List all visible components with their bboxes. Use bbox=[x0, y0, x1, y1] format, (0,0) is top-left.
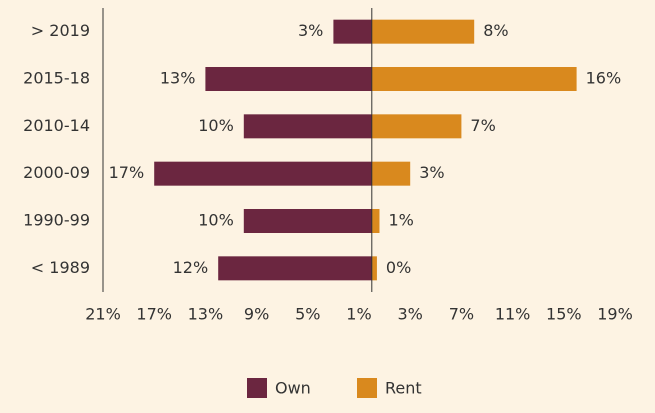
value-label: 17% bbox=[109, 163, 145, 182]
y-tick-label: < 1989 bbox=[31, 258, 90, 277]
y-tick-label: 2000-09 bbox=[23, 163, 90, 182]
x-tick-label: 9% bbox=[244, 305, 269, 324]
x-tick-label: 11% bbox=[495, 305, 531, 324]
bar bbox=[371, 256, 377, 281]
legend-swatch bbox=[357, 378, 377, 398]
value-label: 10% bbox=[198, 211, 234, 230]
value-label: 0% bbox=[386, 258, 411, 277]
value-label: 3% bbox=[419, 163, 444, 182]
bar bbox=[371, 114, 462, 139]
value-label: 8% bbox=[483, 21, 508, 40]
x-tick-label: 3% bbox=[398, 305, 423, 324]
legend-swatch bbox=[247, 378, 267, 398]
x-tick-label: 5% bbox=[295, 305, 320, 324]
value-label: 16% bbox=[586, 69, 622, 88]
legend-label: Own bbox=[275, 379, 311, 398]
x-tick-label: 17% bbox=[136, 305, 172, 324]
bar bbox=[371, 209, 380, 233]
x-tick-label: 13% bbox=[188, 305, 224, 324]
value-label: 1% bbox=[388, 211, 413, 230]
x-tick-label: 21% bbox=[85, 305, 121, 324]
value-label: 3% bbox=[298, 21, 323, 40]
x-tick-label: 7% bbox=[449, 305, 474, 324]
value-label: 13% bbox=[160, 69, 196, 88]
x-tick-label: 19% bbox=[597, 305, 633, 324]
y-tick-label: 1990-99 bbox=[23, 211, 90, 230]
bar bbox=[333, 19, 372, 44]
x-tick-label: 15% bbox=[546, 305, 582, 324]
bar bbox=[371, 67, 577, 91]
value-label: 12% bbox=[173, 258, 209, 277]
bar bbox=[243, 209, 372, 233]
bar bbox=[205, 67, 372, 91]
bar bbox=[371, 161, 411, 186]
y-tick-label: 2015-18 bbox=[23, 69, 90, 88]
y-tick-label: 2010-14 bbox=[23, 116, 90, 135]
bar bbox=[218, 256, 372, 281]
bar bbox=[243, 114, 372, 139]
bar bbox=[154, 161, 372, 186]
legend-label: Rent bbox=[385, 379, 422, 398]
bar bbox=[371, 19, 475, 44]
y-tick-label: > 2019 bbox=[31, 21, 90, 40]
value-label: 7% bbox=[470, 116, 495, 135]
x-tick-label: 1% bbox=[346, 305, 371, 324]
value-label: 10% bbox=[198, 116, 234, 135]
